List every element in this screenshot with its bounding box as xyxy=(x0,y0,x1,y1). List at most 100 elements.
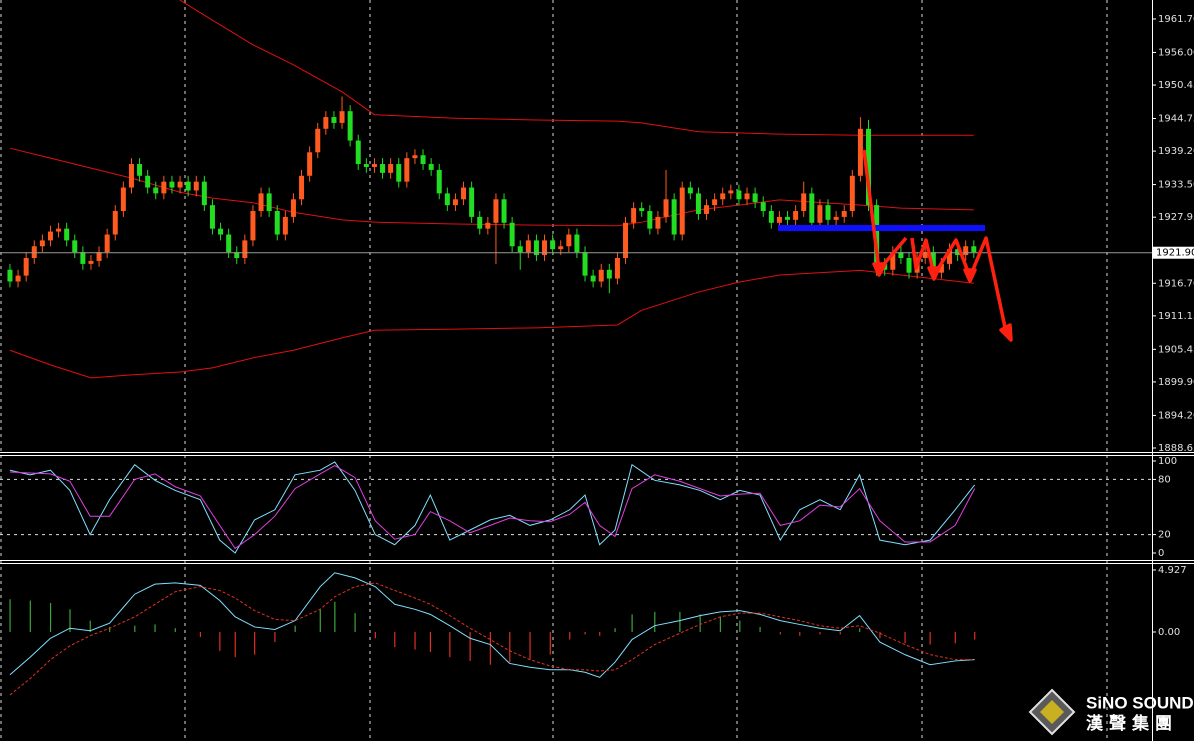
candle-body xyxy=(299,175,305,200)
candle-body xyxy=(193,181,199,191)
candle-body xyxy=(728,190,734,194)
macd-histogram-bar xyxy=(904,631,906,644)
candle-body xyxy=(274,211,280,235)
candle-body xyxy=(801,193,807,212)
candle-body xyxy=(39,240,45,247)
macd-histogram-bar xyxy=(319,609,321,632)
arrow-head xyxy=(927,266,941,281)
macd-histogram-bar xyxy=(839,631,841,635)
macd-line xyxy=(9,572,975,678)
candle-body xyxy=(420,155,426,165)
y-tick-label: 1927.95 xyxy=(1158,212,1194,223)
candle-body xyxy=(112,211,118,235)
macd-histogram-bar xyxy=(859,628,861,632)
y-tick-label: 0 xyxy=(1158,548,1164,559)
arrow-head xyxy=(872,262,887,277)
logo: SiNO SOUND 漢聲集團 xyxy=(1028,688,1194,736)
candle-body xyxy=(477,216,483,229)
candle-body xyxy=(906,258,912,273)
candle-body xyxy=(857,128,863,176)
macd-histogram-bar xyxy=(584,631,586,635)
candle-body xyxy=(890,252,896,270)
bollinger-band xyxy=(9,269,974,379)
candle-body xyxy=(404,158,410,182)
candle-body xyxy=(363,164,369,167)
candle-body xyxy=(226,234,232,253)
candle-body xyxy=(922,252,928,259)
candle-body xyxy=(128,164,134,188)
candle-body xyxy=(315,128,321,153)
candle-body xyxy=(809,193,815,223)
candle-body xyxy=(80,252,86,264)
candle-body xyxy=(687,187,693,194)
macd-histogram-bar xyxy=(354,613,356,632)
candle-body xyxy=(655,216,661,229)
candle-body xyxy=(785,216,791,220)
macd-histogram-bar xyxy=(29,600,31,632)
candle-body xyxy=(631,208,637,223)
candle-body xyxy=(64,228,70,241)
candle-body xyxy=(525,240,531,253)
macd-histogram-bar xyxy=(974,631,976,640)
macd-histogram-bar xyxy=(489,631,491,665)
macd-plot xyxy=(9,572,976,696)
candle-body xyxy=(793,211,799,220)
stochastic-line xyxy=(9,461,976,554)
stochastic-line xyxy=(9,465,976,550)
macd-histogram-bar xyxy=(929,631,931,645)
current-price-label: 1921.90 xyxy=(1156,248,1194,259)
candle-body xyxy=(841,211,847,217)
macd-line xyxy=(9,582,975,696)
candle-body xyxy=(185,181,191,191)
y-tick-label: 1933.50 xyxy=(1158,180,1194,191)
candle-body xyxy=(509,222,515,247)
y-tick-label: 1894.20 xyxy=(1158,410,1194,421)
price-plot xyxy=(7,0,977,379)
candle-body xyxy=(485,222,491,229)
candle-body xyxy=(947,249,953,264)
candle-body xyxy=(517,246,523,253)
logo-name: SiNO SOUND xyxy=(1086,693,1194,712)
candle-body xyxy=(776,216,782,223)
candle-body xyxy=(833,216,839,220)
candle-body xyxy=(169,181,175,188)
y-tick-label: 1961.70 xyxy=(1158,14,1194,25)
candle-body xyxy=(290,199,296,217)
candle-body xyxy=(712,199,718,206)
candle-body xyxy=(56,228,62,232)
macd-histogram-bar xyxy=(174,628,176,632)
candle-body xyxy=(736,190,742,200)
arrow-head xyxy=(999,323,1013,342)
candle-body xyxy=(574,234,580,253)
macd-histogram-bar xyxy=(549,631,551,655)
candle-body xyxy=(339,111,345,123)
candle-body xyxy=(444,193,450,206)
candle-body xyxy=(396,164,402,182)
candle-body xyxy=(760,202,766,212)
candle-body xyxy=(566,234,572,247)
candle-body xyxy=(331,117,337,123)
candle-body xyxy=(104,234,110,253)
macd-histogram-bar xyxy=(879,631,881,639)
candle-body xyxy=(647,211,653,229)
candle-body xyxy=(744,193,750,200)
candle-body xyxy=(218,228,224,235)
macd-histogram-bar xyxy=(599,631,601,636)
candle-body xyxy=(380,164,386,173)
y-tick-label: 1944.75 xyxy=(1158,114,1194,125)
candle-body xyxy=(209,205,215,229)
macd-histogram-bar xyxy=(49,603,52,632)
logo-chinese: 漢聲集團 xyxy=(1086,713,1178,734)
plots xyxy=(0,0,1152,696)
candle-body xyxy=(47,231,53,241)
candle-body xyxy=(88,260,94,264)
macd-histogram-bar xyxy=(134,625,136,632)
candle-body xyxy=(201,181,207,206)
candle-body xyxy=(161,181,167,194)
candle-body xyxy=(963,246,969,256)
candle-body xyxy=(145,175,151,188)
macd-histogram-bar xyxy=(719,616,721,632)
macd-histogram-bar xyxy=(199,631,202,638)
macd-histogram-bar xyxy=(759,626,761,632)
macd-histogram-bar xyxy=(679,611,681,632)
